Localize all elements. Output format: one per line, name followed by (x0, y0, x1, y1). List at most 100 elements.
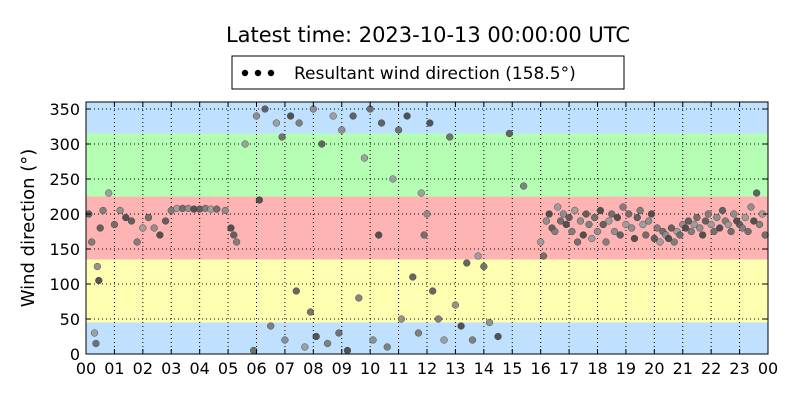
data-point (403, 112, 411, 120)
data-point (639, 220, 647, 229)
data-point (627, 224, 636, 232)
y-tick-label: 0 (70, 345, 80, 364)
data-point (318, 140, 326, 148)
data-point (394, 126, 403, 134)
x-tick-label: 05 (218, 359, 238, 378)
data-point (369, 336, 377, 344)
legend-marker (267, 69, 275, 77)
data-point (99, 206, 107, 215)
data-point (434, 315, 442, 323)
data-point (255, 196, 263, 204)
data-point (556, 217, 565, 225)
data-point (699, 231, 707, 239)
x-tick-label: 04 (189, 359, 209, 378)
data-point (233, 238, 241, 246)
data-point (718, 206, 727, 215)
data-point (588, 234, 596, 243)
y-axis-label: Wind direction (°) (18, 149, 39, 308)
data-point (301, 343, 309, 351)
data-point (272, 119, 280, 127)
data-point (670, 238, 678, 246)
data-point (287, 112, 295, 120)
x-tick-label: 14 (474, 359, 494, 378)
data-point (360, 154, 369, 162)
x-tick-label: 13 (445, 359, 465, 378)
data-point (349, 112, 357, 120)
data-point (429, 287, 437, 295)
data-point (139, 224, 147, 232)
data-point (710, 227, 718, 236)
data-point (676, 231, 684, 239)
data-point (230, 231, 238, 239)
chart-title: Latest time: 2023-10-13 00:00:00 UTC (226, 23, 630, 47)
data-point (463, 259, 471, 267)
data-point (409, 273, 417, 281)
x-tick-label: 20 (644, 359, 664, 378)
x-tick-label: 02 (133, 359, 153, 378)
data-point (701, 217, 710, 225)
data-point (596, 206, 604, 215)
data-point (93, 262, 101, 271)
data-point (105, 189, 113, 197)
data-point (707, 220, 715, 229)
data-point (625, 210, 633, 218)
data-point (414, 329, 423, 337)
data-point (474, 252, 482, 260)
data-point (704, 210, 712, 218)
data-point (642, 231, 650, 239)
data-point (545, 210, 553, 218)
x-tick-label: 15 (502, 359, 522, 378)
data-point (144, 213, 153, 222)
data-point (338, 126, 346, 134)
data-point (156, 231, 164, 239)
data-point (306, 308, 315, 316)
x-tick-label: 09 (332, 359, 352, 378)
data-point (377, 119, 386, 127)
data-point (622, 220, 630, 229)
y-tick-label: 200 (49, 205, 80, 224)
data-point (576, 217, 585, 225)
data-point (681, 224, 690, 232)
data-point (554, 203, 562, 211)
data-point (480, 262, 488, 271)
y-tick-label: 150 (49, 240, 80, 259)
data-point (383, 343, 391, 351)
data-point (693, 213, 701, 222)
data-point (602, 238, 610, 246)
legend: Resultant wind direction (158.5°) (231, 55, 625, 90)
data-point (574, 238, 582, 246)
data-point (559, 210, 568, 218)
y-tick-label: 350 (49, 100, 80, 119)
x-tick-label: 21 (673, 359, 693, 378)
x-tick-label: 16 (530, 359, 550, 378)
data-point (520, 182, 528, 190)
data-point (605, 217, 613, 225)
y-tick-label: 300 (49, 135, 80, 154)
data-point (687, 227, 695, 236)
data-point (343, 346, 352, 355)
data-point (647, 210, 656, 218)
data-point (90, 329, 99, 337)
data-point (221, 206, 229, 215)
x-tick-label: 07 (275, 359, 295, 378)
data-point (537, 238, 545, 246)
data-point (397, 315, 406, 323)
x-tick-label: 12 (417, 359, 437, 378)
data-point (585, 220, 593, 229)
data-point (116, 206, 124, 215)
data-point (713, 213, 721, 222)
data-point (562, 220, 570, 229)
x-tick-label: 00 (76, 359, 96, 378)
data-point (127, 217, 136, 225)
data-point (312, 332, 320, 341)
data-point (295, 119, 303, 127)
data-point (579, 231, 587, 239)
data-point (636, 206, 644, 215)
data-point (690, 220, 698, 229)
data-point (582, 210, 590, 218)
x-tick-label: 23 (729, 359, 749, 378)
data-point (727, 227, 735, 236)
data-point (610, 227, 619, 236)
legend-box (231, 55, 625, 90)
